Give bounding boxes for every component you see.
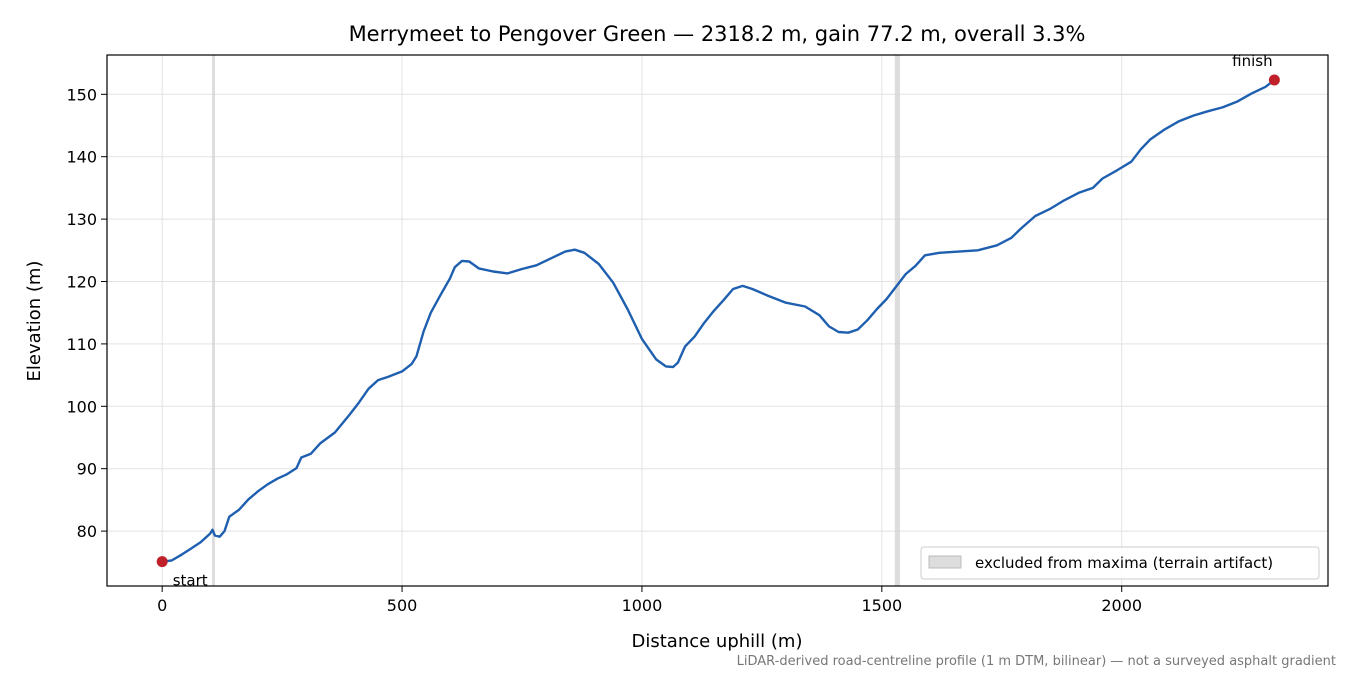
y-tick-label: 140 [66, 148, 97, 167]
x-tick-label: 0 [157, 596, 167, 615]
excluded-band [894, 55, 901, 586]
y-tick-label: 80 [77, 522, 97, 541]
chart-title: Merrymeet to Pengover Green — 2318.2 m, … [349, 22, 1086, 46]
endpoint-label: start [173, 572, 208, 590]
legend-box [920, 546, 1320, 580]
endpoint-label: finish [1232, 52, 1272, 70]
legend-swatch [928, 555, 962, 569]
y-tick-label: 90 [77, 460, 97, 479]
x-grid [161, 55, 1123, 586]
elevation-profile-line [162, 79, 1276, 563]
endpoint-marker [156, 556, 168, 568]
x-tick-label: 1000 [622, 596, 663, 615]
x-axis: 0 500 1000 1500 2000 [157, 586, 1142, 615]
excluded-bands [212, 55, 901, 586]
y-tick-label: 150 [66, 85, 97, 104]
y-tick-label: 120 [66, 273, 97, 292]
x-tick-label: 1500 [861, 596, 902, 615]
y-tick-label: 100 [66, 397, 97, 416]
y-axis: 80 90 100 110 120 130 140 150 [66, 85, 107, 541]
legend-label: excluded from maxima (terrain artifact) [975, 554, 1273, 572]
legend: excluded from maxima (terrain artifact) [920, 546, 1320, 580]
footnote: LiDAR-derived road-centreline profile (1… [737, 654, 1336, 669]
x-tick-label: 500 [387, 596, 418, 615]
endpoints: start finish [156, 52, 1280, 590]
x-tick-label: 2000 [1101, 596, 1142, 615]
plot-frame [106, 54, 1329, 587]
y-axis-label: Elevation (m) [24, 261, 45, 382]
y-tick-label: 130 [66, 210, 97, 229]
endpoint-marker [1268, 74, 1280, 86]
y-grid [107, 93, 1328, 532]
x-axis-label: Distance uphill (m) [632, 631, 803, 652]
y-tick-label: 110 [66, 335, 97, 354]
excluded-band [212, 55, 215, 586]
